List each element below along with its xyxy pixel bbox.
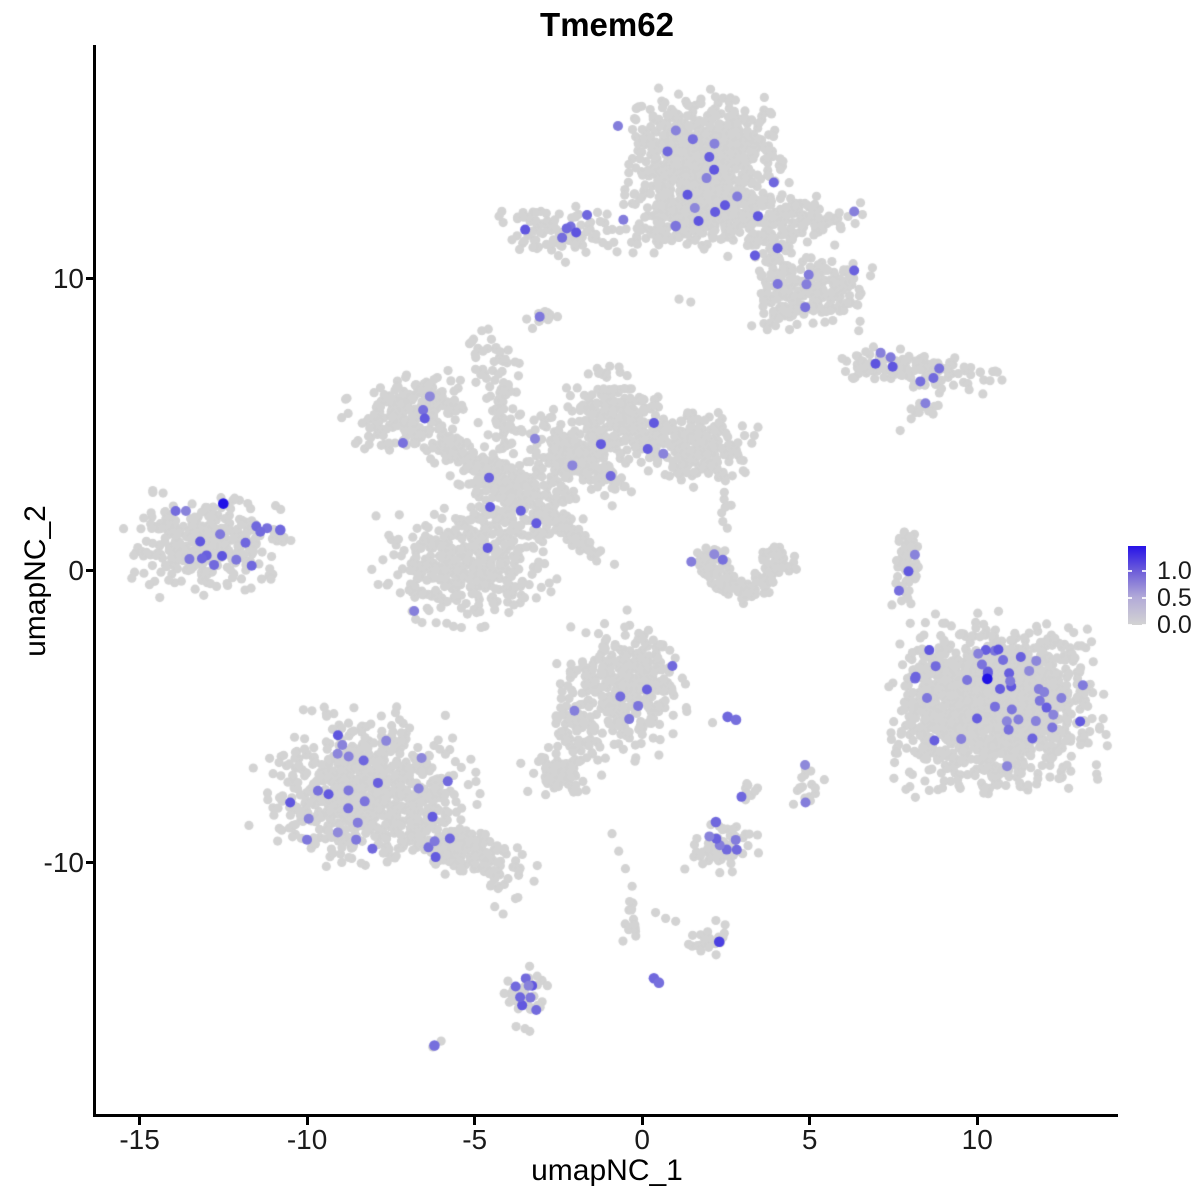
axes-frame <box>93 45 1118 1117</box>
x-tick-mark <box>808 1117 812 1125</box>
x-tick-mark <box>138 1117 142 1125</box>
y-tick-mark <box>86 277 94 281</box>
x-tick-label: -15 <box>119 1124 160 1155</box>
plot-title: Tmem62 <box>540 6 674 43</box>
x-tick-mark <box>640 1117 644 1125</box>
colorbar-tick <box>1142 596 1146 599</box>
x-tick-label: 0 <box>634 1124 650 1155</box>
colorbar-tick <box>1128 596 1132 599</box>
y-tick-label: 10 <box>52 262 84 294</box>
colorbar-tick <box>1128 624 1132 626</box>
x-tick-label: -10 <box>286 1124 328 1155</box>
x-tick-mark <box>305 1117 309 1125</box>
y-tick-label: 0 <box>68 554 84 586</box>
colorbar-legend: 1.0 0.5 0.0 <box>1128 546 1200 639</box>
x-axis-title: umapNC_1 <box>531 1154 683 1187</box>
y-tick-mark <box>86 569 94 573</box>
y-tick-mark <box>86 861 94 865</box>
x-tick-mark <box>975 1117 979 1125</box>
x-tick-label: -5 <box>462 1124 488 1155</box>
x-tick-label: 5 <box>801 1124 818 1155</box>
colorbar-tick <box>1128 569 1132 572</box>
colorbar-tick <box>1142 624 1146 626</box>
y-tick-label: -10 <box>43 846 84 878</box>
colorbar-gradient <box>1128 546 1146 626</box>
x-tick-label: 10 <box>961 1124 993 1155</box>
colorbar-label: 0.5 <box>1157 583 1192 612</box>
colorbar-label: 1.0 <box>1157 556 1192 585</box>
y-axis-title: umapNC_2 <box>19 505 52 657</box>
colorbar-tick <box>1142 569 1146 572</box>
x-tick-mark <box>473 1117 477 1125</box>
colorbar-label: 0.0 <box>1157 611 1192 639</box>
